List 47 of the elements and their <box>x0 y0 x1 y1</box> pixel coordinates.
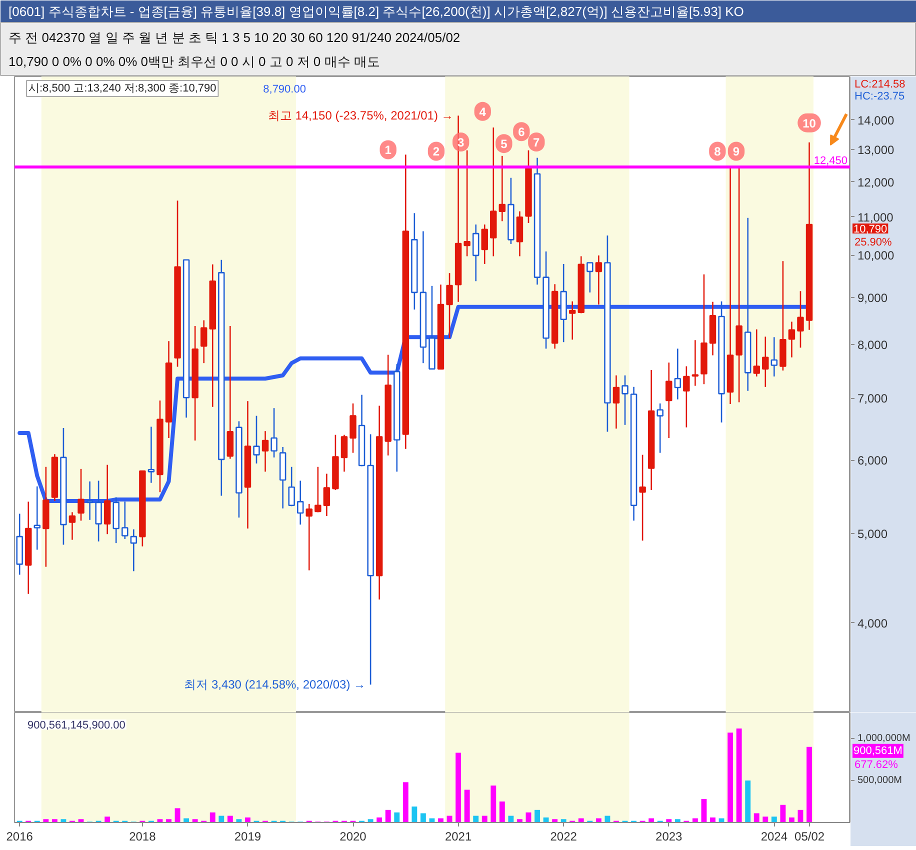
y-tick-label: 5,000 <box>858 526 888 541</box>
text: 677.62% <box>854 758 898 771</box>
annotation: 시:8,500 고:13,240 저:8,300 종:10,790 <box>28 82 216 94</box>
annotation: 1 <box>384 143 392 158</box>
y-tick-label: 6,000 <box>858 454 888 468</box>
y-tick-label: 14,000 <box>858 113 895 128</box>
annotation: 8 <box>714 144 722 159</box>
x-tick-label: 2022 <box>550 830 578 844</box>
annotation: 8,790.00 <box>263 84 306 96</box>
y-tick-label: 8,000 <box>858 338 888 352</box>
annotation: 4 <box>479 104 486 119</box>
y-tick-label: 9,000 <box>858 290 888 305</box>
y-tick-label: 1,000,000M <box>858 733 910 744</box>
y-tick-label: 11,000 <box>858 210 894 224</box>
x-tick-label: 2016 <box>6 830 34 844</box>
y-tick-label: 500,000M <box>858 775 902 786</box>
x-tick-label: 2018 <box>129 830 156 844</box>
text: [0601] 주식종합차트 - 업종[금융] 유통비율[39.8] 영업이익률[8.2] 주식수[26,200(천)] 시가총액[2,827(억)] 신용잔고비율[5.93] KO <box>8 4 744 19</box>
text: HC:-23.75 <box>854 90 905 102</box>
text: 25.90% <box>854 236 892 249</box>
y-tick-label: 7,000 <box>858 392 888 406</box>
y-tick-label: 10,000 <box>858 248 895 263</box>
text: 10,790 0 0% 0 0% 0% 0백만 최우선 0 0 시 0 고 0 저 0 매수 매도 <box>8 54 380 69</box>
annotation: 2 <box>432 144 440 159</box>
text: LC:214.58 <box>854 78 906 90</box>
x-tick-label: 2023 <box>656 830 683 844</box>
annotation: 3 <box>458 136 465 150</box>
x-tick-label: 2019 <box>234 830 262 844</box>
annotation: 7 <box>533 136 540 150</box>
x-tick-label: 05/02 <box>794 830 825 844</box>
x-tick-label: 2021 <box>444 830 472 844</box>
y-tick-label: 12,000 <box>858 175 895 190</box>
ref-line-label: 12,450 <box>814 155 848 168</box>
x-tick-label: 2024 <box>760 830 788 844</box>
annotation: 최고 14,150 (-23.75%, 2021/01) → <box>268 108 454 123</box>
annotation: 9 <box>732 144 740 159</box>
annotation: 최저 3,430 (214.58%, 2020/03) → <box>184 678 366 692</box>
y-tick-label: 4,000 <box>858 616 888 630</box>
annotation: 5 <box>500 137 508 152</box>
annotation: 10 <box>802 116 816 130</box>
y-tick-label: 13,000 <box>858 143 895 158</box>
annotation: 6 <box>518 125 526 140</box>
text: 900,561M <box>854 744 902 757</box>
x-tick-label: 2020 <box>340 830 367 844</box>
text: 주 전 042370 열 일 주 월 년 분 초 틱 1 3 5 10 20 30 60 120 91/240 2024/05/02 <box>8 30 460 45</box>
text: 10,790 <box>854 224 888 236</box>
annotation: 900,561,145,900.00 <box>28 720 126 732</box>
